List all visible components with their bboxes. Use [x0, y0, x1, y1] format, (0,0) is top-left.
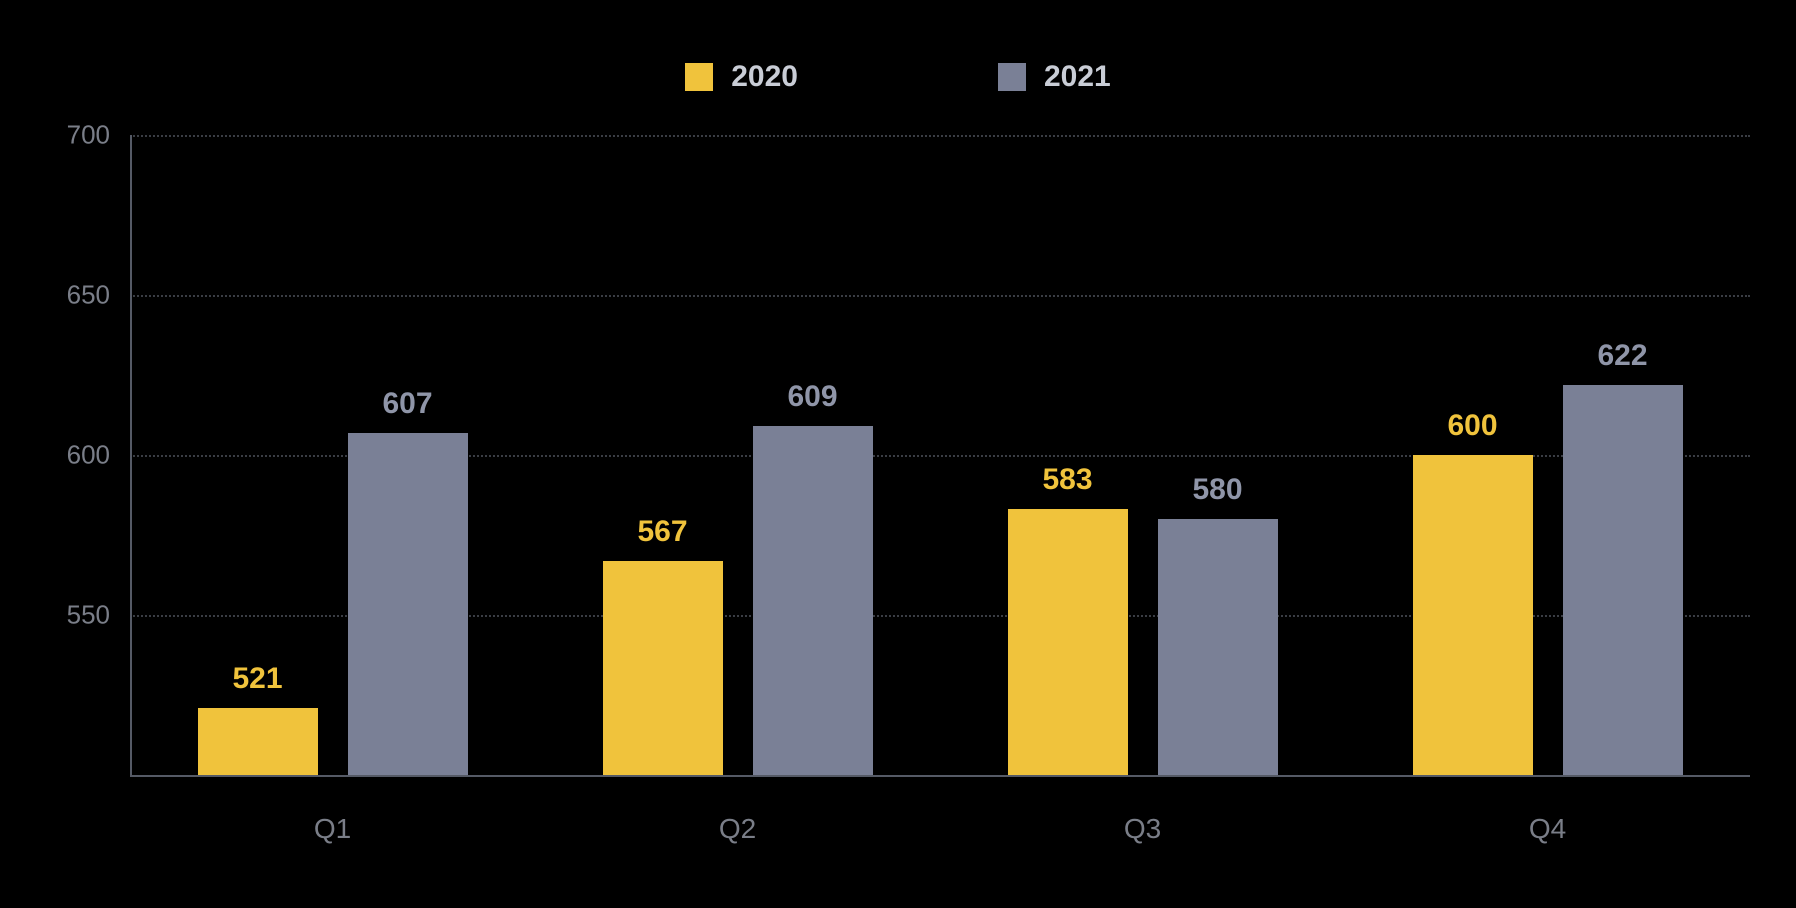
legend-item-2021: 2021: [998, 60, 1111, 94]
x-tick-label: Q4: [1529, 813, 1566, 845]
bar-2020-Q3: [1008, 509, 1128, 775]
bar-value-label: 580: [1192, 473, 1242, 507]
bar-value-label: 567: [637, 515, 687, 549]
x-tick-label: Q2: [719, 813, 756, 845]
legend-label: 2020: [731, 60, 798, 94]
y-tick-label: 650: [30, 280, 110, 311]
y-axis-line: [130, 135, 132, 775]
gridline: [130, 295, 1750, 297]
legend-swatch-icon: [685, 63, 713, 91]
quarterly-bar-chart: 2020 2021 550 600 650 700 521 607 Q1 567 609 Q2 583…: [0, 0, 1796, 908]
bar-value-label: 583: [1042, 463, 1092, 497]
bar-2021-Q1: [348, 433, 468, 775]
bar-2020-Q2: [603, 561, 723, 775]
y-tick-label: 700: [30, 120, 110, 151]
bar-value-label: 609: [787, 380, 837, 414]
bar-2020-Q4: [1413, 455, 1533, 775]
bar-value-label: 607: [382, 387, 432, 421]
legend-swatch-icon: [998, 63, 1026, 91]
chart-legend: 2020 2021: [0, 60, 1796, 94]
legend-item-2020: 2020: [685, 60, 798, 94]
bar-2021-Q2: [753, 426, 873, 775]
legend-label: 2021: [1044, 60, 1111, 94]
bar-value-label: 521: [232, 662, 282, 696]
y-tick-label: 550: [30, 600, 110, 631]
y-tick-label: 600: [30, 440, 110, 471]
chart-plot-area: 550600650700521607Q1567609Q2583580Q36006…: [130, 135, 1750, 775]
gridline: [130, 135, 1750, 137]
x-tick-label: Q1: [314, 813, 351, 845]
bar-value-label: 600: [1447, 409, 1497, 443]
x-tick-label: Q3: [1124, 813, 1161, 845]
bar-2021-Q4: [1563, 385, 1683, 775]
x-axis-line: [130, 775, 1750, 777]
bar-2021-Q3: [1158, 519, 1278, 775]
bar-value-label: 622: [1597, 339, 1647, 373]
bar-2020-Q1: [198, 708, 318, 775]
